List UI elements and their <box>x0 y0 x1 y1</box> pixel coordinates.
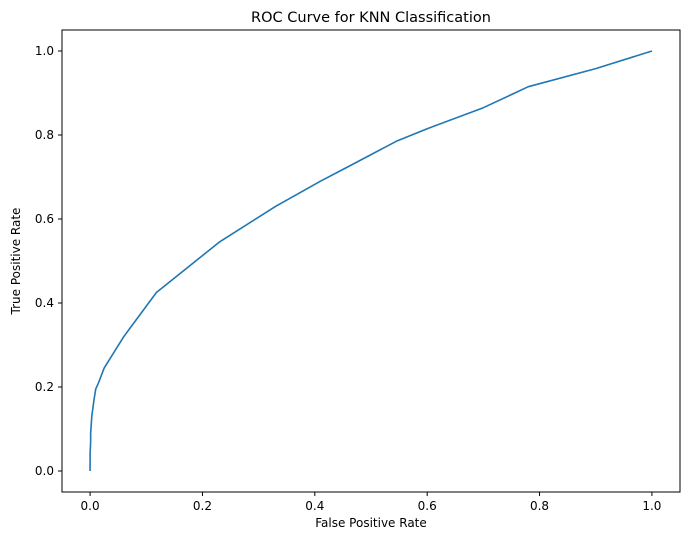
x-tick-label: 0.6 <box>418 499 437 513</box>
x-axis-label: False Positive Rate <box>315 516 427 530</box>
y-axis: 0.0 0.2 0.4 0.6 0.8 1.0 <box>35 44 62 478</box>
x-tick-label: 0.8 <box>530 499 549 513</box>
y-tick-label: 0.8 <box>35 128 54 142</box>
roc-curve-line <box>89 50 653 471</box>
x-tick-label: 0.2 <box>193 499 212 513</box>
y-tick-label: 0.4 <box>35 296 54 310</box>
y-tick-label: 0.0 <box>35 464 54 478</box>
chart-title: ROC Curve for KNN Classification <box>251 10 491 26</box>
plot-area: 0.0 0.2 0.4 0.6 0.8 1.0 0.0 0.2 0.4 0.6 0.8 1.0 <box>35 29 681 513</box>
x-axis: 0.0 0.2 0.4 0.6 0.8 1.0 <box>81 492 661 513</box>
plot-frame <box>61 29 681 493</box>
y-tick-label: 0.6 <box>35 212 54 226</box>
y-axis-label: True Positive Rate <box>9 208 23 316</box>
x-tick-label: 0.4 <box>305 499 324 513</box>
x-tick-label: 1.0 <box>642 499 661 513</box>
x-tick-label: 0.0 <box>81 499 100 513</box>
series-layer <box>89 50 653 471</box>
y-tick-label: 0.2 <box>35 380 54 394</box>
y-tick-label: 1.0 <box>35 44 54 58</box>
